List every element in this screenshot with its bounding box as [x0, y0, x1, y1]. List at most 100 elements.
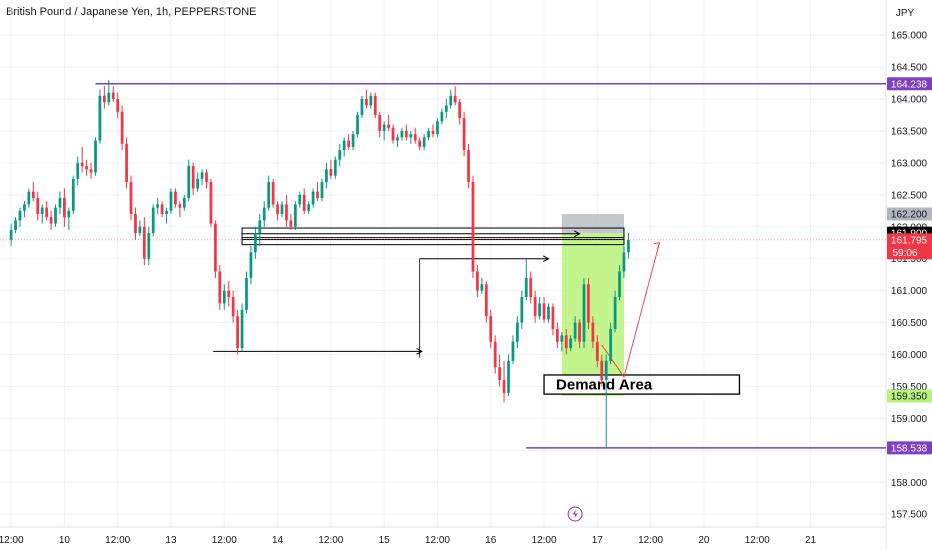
candle-body: [325, 169, 328, 183]
candle-body: [165, 210, 168, 214]
candle-body: [240, 309, 244, 349]
candle-body: [231, 297, 235, 317]
time-axis-tick-label: 10: [59, 535, 71, 546]
candle-body: [245, 277, 248, 310]
candle-body: [613, 297, 617, 329]
candle-body: [320, 182, 324, 199]
candle-body: [142, 226, 146, 259]
candle-body: [129, 182, 133, 214]
candle-body: [76, 162, 80, 179]
price-axis-tick-label: 157.500: [891, 510, 928, 521]
price-axis-tick-label: 161.000: [891, 286, 928, 297]
time-axis-tick-label: 16: [485, 535, 497, 546]
candle-body: [555, 328, 559, 342]
price-tag: [887, 441, 932, 455]
candle-body: [520, 297, 524, 323]
candle-body: [413, 134, 417, 141]
candle-body: [40, 207, 44, 214]
candle-body: [502, 380, 506, 393]
candle-body: [116, 99, 120, 112]
candle-body: [63, 198, 66, 218]
candle-body: [218, 271, 222, 304]
candle-body: [600, 360, 604, 381]
candle-body: [191, 166, 195, 189]
price-tag-label: 164.238: [891, 79, 928, 90]
candle-body: [365, 99, 368, 106]
candle-body: [382, 124, 386, 131]
candle-body: [529, 277, 533, 298]
time-axis-tick-label: 14: [272, 535, 284, 546]
candle-body: [205, 172, 208, 183]
candle-body: [71, 178, 75, 211]
candle-body: [311, 191, 315, 205]
candle-body: [236, 316, 239, 349]
candle-body: [262, 207, 266, 221]
long-position-target[interactable]: [561, 213, 624, 234]
candle-body: [347, 140, 351, 147]
price-axis-tick-label: 164.500: [891, 63, 928, 74]
candle-body: [302, 194, 306, 211]
candle-body: [400, 130, 404, 138]
candle-body: [404, 130, 408, 138]
time-axis-tick-label: 12:00: [638, 535, 663, 546]
candle-body: [9, 229, 13, 240]
candle-body: [156, 204, 160, 208]
time-axis-tick-label: 20: [698, 535, 710, 546]
long-position-zone[interactable]: [561, 233, 624, 397]
candle-body: [333, 159, 337, 176]
candle-body: [209, 182, 213, 224]
candle-body: [427, 130, 430, 138]
candle-body: [547, 306, 550, 320]
candle-body: [280, 204, 284, 214]
price-axis-tick-label: 158.000: [891, 478, 928, 489]
candle-body: [196, 178, 200, 189]
price-axis-tick-label: 165.000: [891, 31, 928, 42]
candle-body: [49, 217, 53, 224]
candle-body: [449, 95, 453, 106]
arrow-low-support-head: [416, 348, 423, 355]
candle-body: [31, 191, 35, 199]
candle-body: [538, 303, 541, 317]
price-axis-tick-label: 162.500: [891, 190, 928, 201]
candle-body: [440, 111, 444, 122]
candle-body: [316, 191, 319, 199]
resistance-box-lower[interactable]: [241, 237, 625, 246]
candle-body: [45, 207, 49, 218]
candle-body: [378, 114, 382, 131]
price-axis-tick-label: 161.500: [891, 254, 928, 265]
candle-body: [551, 306, 555, 329]
time-axis-tick-label: 12:00: [425, 535, 450, 546]
candle-body: [80, 162, 84, 167]
candle-body: [476, 271, 479, 291]
time-axis-tick-label: 12:00: [745, 535, 770, 546]
candle-body: [36, 198, 40, 214]
candle-body: [147, 233, 151, 259]
price-axis-tick-label: 160.000: [891, 350, 928, 361]
candle-body: [564, 335, 568, 349]
time-axis-tick-label: 12:00: [212, 535, 237, 546]
candle-body: [369, 95, 373, 106]
candle-body: [107, 92, 111, 103]
candle-body: [351, 134, 355, 147]
candle-body: [516, 322, 519, 342]
price-tag: [887, 233, 932, 260]
demand-area-box[interactable]: [543, 374, 741, 395]
candle-body: [174, 191, 177, 205]
candle-body: [569, 338, 573, 349]
candle-body: [542, 303, 546, 320]
candle-body: [480, 284, 484, 291]
candle-body: [120, 111, 124, 144]
price-axis-tick-label: 164.000: [891, 95, 928, 106]
candle-body: [622, 252, 626, 272]
candle-body: [138, 226, 142, 234]
candle-body: [293, 204, 297, 227]
price-tag: [887, 207, 932, 221]
projection-path[interactable]: [601, 242, 660, 378]
candle-body: [560, 335, 564, 342]
candle-body: [271, 182, 275, 205]
candle-body: [627, 239, 630, 253]
price-axis-tick-label: 160.500: [891, 318, 928, 329]
chart-title: British Pound / Japanese Yen, 1h, PEPPER…: [6, 6, 257, 18]
